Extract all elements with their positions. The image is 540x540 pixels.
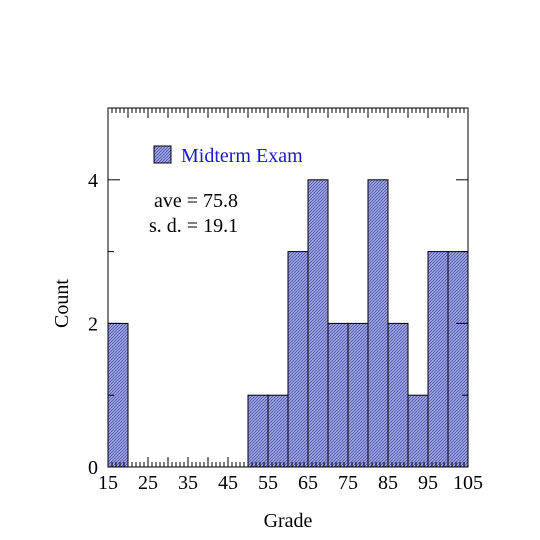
ticks-group xyxy=(107,107,469,468)
y-tick-label: 0 xyxy=(88,457,98,479)
legend: Midterm Exam xyxy=(153,145,303,167)
x-tick-label: 35 xyxy=(178,472,198,494)
y-tick-label: 4 xyxy=(88,170,98,192)
x-tick-label: 45 xyxy=(218,472,238,494)
legend-label: Midterm Exam xyxy=(181,145,303,167)
std-dev-annotation: s. d. = 19.1 xyxy=(149,215,238,237)
x-tick-label: 75 xyxy=(338,472,358,494)
y-tick-label: 2 xyxy=(88,313,98,335)
histogram-bar xyxy=(347,322,369,468)
x-tick-label: 55 xyxy=(258,472,278,494)
x-axis-title: Grade xyxy=(264,510,313,532)
histogram-bar xyxy=(407,394,429,468)
histogram-bar xyxy=(387,322,409,468)
bars-group xyxy=(107,179,469,468)
x-tick-label: 25 xyxy=(138,472,158,494)
legend-swatch xyxy=(153,145,172,164)
histogram-bar xyxy=(447,251,469,468)
x-tick-label: 85 xyxy=(378,472,398,494)
histogram-bar xyxy=(287,251,309,468)
histogram-bar xyxy=(327,322,349,468)
x-tick-label: 15 xyxy=(98,472,118,494)
histogram-bar xyxy=(267,394,289,468)
histogram-bar xyxy=(427,251,449,468)
y-axis-title: Count xyxy=(51,279,73,328)
tick-labels-group: 15 25 35 45 55 65 75 85 95 105 0 2 4 xyxy=(88,170,483,494)
histogram-bar xyxy=(367,179,389,468)
histogram-bar xyxy=(307,179,329,468)
x-tick-label: 105 xyxy=(453,472,483,494)
histogram-bar xyxy=(247,394,269,468)
x-tick-label: 65 xyxy=(298,472,318,494)
x-tick-label: 95 xyxy=(418,472,438,494)
average-annotation: ave = 75.8 xyxy=(154,190,238,212)
